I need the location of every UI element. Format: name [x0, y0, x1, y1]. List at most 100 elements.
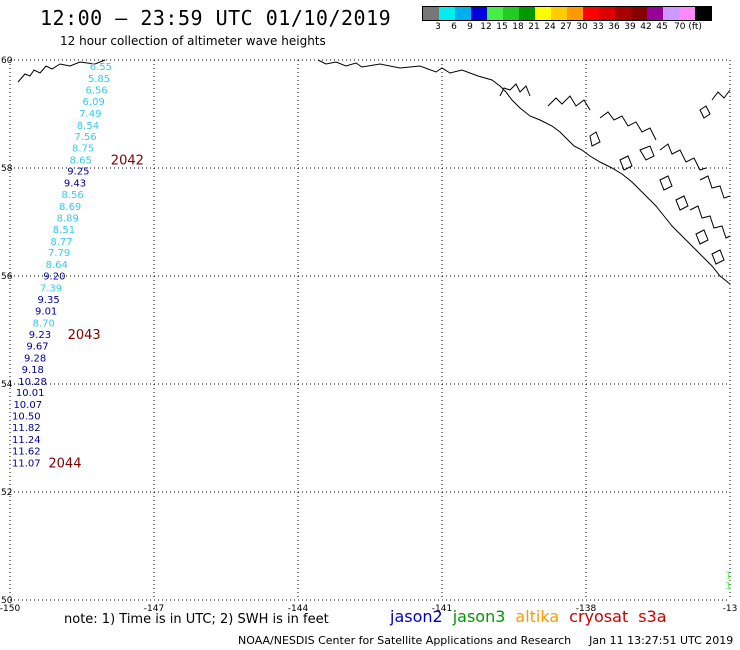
coastline-segment: [317, 59, 731, 285]
axis-tick-labels: -150 -147 -144 -141 -138 -13 60 58 56 54 52 50: [0, 56, 737, 614]
satellite-jason2: jason2: [390, 607, 443, 626]
x-tick-label: -147: [144, 604, 164, 614]
colorbar-label: 45: [656, 22, 668, 32]
x-tick-label: -13: [723, 604, 738, 614]
coastline-segment: [689, 205, 731, 239]
swh-value: 8.56: [61, 190, 83, 201]
colorbar-swatch: [455, 7, 471, 20]
swh-value: 8.65: [70, 155, 92, 166]
credit-text: NOAA/NESDIS Center for Satellite Applica…: [238, 634, 572, 647]
x-tick-label: -150: [0, 604, 20, 614]
satellite-cryosat: cryosat: [569, 607, 629, 626]
colorbar-swatch: [471, 7, 487, 20]
colorbar-label: 6: [451, 22, 457, 32]
swh-value: 9.67: [26, 342, 48, 353]
track-points: 6.555.856.566.097.498.547.568.758.659.25…: [12, 62, 732, 592]
swh-value: 9.43: [64, 179, 86, 190]
swh-value: 8.64: [46, 260, 68, 271]
colorbar-labels: 3 6 9 12 15 18 21 24 27 30 33 36 39 42 45 70 (ft): [422, 22, 740, 34]
colorbar-swatch: [631, 7, 647, 20]
swh-value: 8.70: [33, 318, 55, 329]
swh-value: 8.75: [72, 143, 94, 154]
colorbar-label: 21: [528, 22, 540, 32]
satellite-jason3: jason3: [452, 607, 506, 626]
colorbar-swatch: [599, 7, 615, 20]
colorbar-label: 15: [496, 22, 508, 32]
colorbar-label: 18: [512, 22, 524, 32]
colorbar-swatch: [695, 7, 711, 20]
y-tick-label: 52: [1, 488, 12, 498]
colorbar-swatch: [519, 7, 535, 20]
colorbar-label: 70 (ft): [674, 22, 702, 32]
swh-value: 10.28: [18, 377, 47, 388]
x-tick-label: -138: [576, 604, 597, 614]
swh-value: 9.23: [29, 330, 51, 341]
coastline-segment: [499, 83, 531, 97]
lat-lon-grid: [9, 59, 731, 601]
swh-value: 9.25: [67, 167, 89, 178]
swh-value: 11.07: [12, 458, 41, 469]
coastline-segment: [639, 145, 655, 161]
colorbar-label: 12: [480, 22, 492, 32]
swh-value: 6.55: [90, 62, 112, 73]
page-subtitle: 12 hour collection of altimeter wave hei…: [60, 34, 326, 48]
colorbar-swatch: [487, 7, 503, 20]
colorbar-label: 24: [544, 22, 556, 32]
colorbar-swatch: [535, 7, 551, 20]
coastline-segment: [695, 229, 709, 245]
colorbar: [422, 6, 712, 21]
x-tick-label: -141: [432, 604, 452, 614]
swh-value: 9.18: [22, 365, 44, 376]
coastline-segment: [599, 111, 657, 141]
swh-value: 7.49: [79, 109, 101, 120]
coastline-segment: [699, 105, 711, 119]
swh-value: 1: [725, 570, 731, 581]
colorbar-swatch: [503, 7, 519, 20]
coastline-segment: [17, 59, 106, 83]
page-title: 12:00 — 23:59 UTC 01/10/2019: [40, 6, 392, 30]
swh-value: 6.56: [85, 86, 107, 97]
timestamp: Jan 11 13:27:51 UTC 2019: [589, 634, 734, 647]
swh-value: 9.28: [24, 354, 46, 365]
y-tick-label: 56: [1, 272, 13, 282]
y-tick-label: 60: [1, 56, 13, 66]
colorbar-label: 42: [640, 22, 652, 32]
swh-value: 5.85: [88, 74, 110, 85]
y-tick-label: 58: [1, 164, 13, 174]
y-tick-label: 54: [1, 380, 13, 390]
footer-note: note: 1) Time is in UTC; 2) SWH is in fe…: [64, 612, 329, 627]
coastline-segment: [711, 89, 731, 101]
colorbar-label: 3: [435, 22, 441, 32]
coastline-segment: [589, 131, 601, 147]
swh-value: 10.07: [13, 400, 42, 411]
swh-value: 11.62: [12, 446, 41, 457]
coastline-segment: [699, 175, 731, 199]
colorbar-label: 30: [576, 22, 588, 32]
time-label: 2043: [68, 328, 101, 343]
time-label: 2044: [48, 456, 81, 471]
satellite-altika: altika: [515, 607, 560, 626]
swh-value: 7.39: [40, 283, 62, 294]
y-tick-label: 50: [1, 596, 13, 606]
coastline-segment: [659, 143, 707, 171]
coastline-segment: [711, 249, 725, 265]
credit-line: NOAA/NESDIS Center for Satellite Applica…: [238, 634, 733, 647]
swh-value: 9.35: [37, 295, 59, 306]
swh-value: 8.77: [50, 237, 72, 248]
swh-value: 10.01: [16, 388, 45, 399]
swh-value: 9.01: [35, 307, 57, 318]
swh-value: 11.82: [12, 423, 41, 434]
colorbar-label: 33: [592, 22, 604, 32]
swh-value: 8.54: [77, 121, 99, 132]
swh-value: 6.09: [83, 97, 105, 108]
satellite-legend: jason2 jason3 altika cryosat s3a: [390, 607, 677, 626]
swh-value: 7.56: [74, 132, 96, 143]
swh-value: 11.24: [12, 435, 41, 446]
swh-value: 8.51: [53, 225, 75, 236]
colorbar-swatch: [679, 7, 695, 20]
swh-value: 1: [725, 581, 731, 592]
swh-value: 9.20: [43, 271, 65, 282]
coastline-segment: [619, 155, 633, 171]
swh-value: 7.79: [48, 248, 70, 259]
swh-value: 10.50: [12, 411, 41, 422]
